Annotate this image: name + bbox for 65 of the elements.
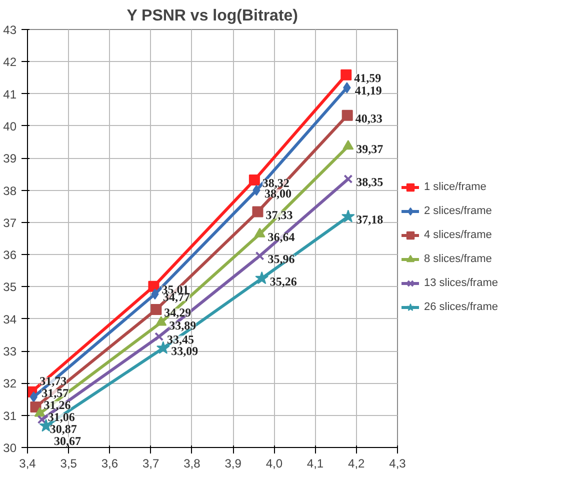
data-label: 33,09 <box>171 344 198 358</box>
data-label: 31,57 <box>42 386 69 400</box>
x-tick-label: 4,3 <box>389 456 406 470</box>
y-tick-label: 33 <box>3 344 17 359</box>
x-tick-label: 3,5 <box>60 456 78 470</box>
point <box>255 271 269 284</box>
data-label: 36,64 <box>268 230 295 244</box>
x-tick-label: 3,8 <box>184 456 201 470</box>
x-tick-label: 3,7 <box>142 456 160 470</box>
data-label: 37,33 <box>266 208 293 222</box>
y-tick-label: 42 <box>3 55 17 70</box>
data-label: 35,96 <box>268 252 295 266</box>
point <box>342 110 353 121</box>
y-tick-label: 31 <box>3 408 17 423</box>
y-tick-label: 36 <box>3 248 17 262</box>
x-tick-label: 4,2 <box>348 456 366 470</box>
data-label: 31,73 <box>40 374 67 388</box>
y-tick-label: 39 <box>3 152 17 166</box>
point <box>340 69 352 80</box>
legend-label: 1 slice/frame <box>424 181 486 193</box>
y-tick-label: 41 <box>3 87 17 102</box>
data-label: 30,67 <box>54 434 81 448</box>
data-label: 39,37 <box>356 142 384 156</box>
point <box>34 407 46 417</box>
y-tick-label: 35 <box>3 280 17 294</box>
data-label: 41,59 <box>354 70 382 85</box>
y-tick-label: 37 <box>3 216 17 230</box>
legend-label: 4 slices/frame <box>424 229 492 241</box>
data-label: 31,26 <box>44 398 71 412</box>
point <box>255 251 264 260</box>
point <box>37 414 46 424</box>
y-tick-label: 38 <box>3 184 17 198</box>
legend-label: 2 slices/frame <box>424 205 492 217</box>
data-label: 35,26 <box>270 274 297 288</box>
data-label: 31,06 <box>48 410 75 424</box>
point <box>248 174 260 186</box>
y-tick-label: 32 <box>3 376 17 391</box>
data-label: 33,89 <box>169 318 196 332</box>
point <box>342 140 354 150</box>
data-label: 30,87 <box>50 422 77 436</box>
point <box>341 210 355 222</box>
x-tick-label: 3,4 <box>19 456 36 470</box>
y-tick-label: 30 <box>3 441 17 455</box>
y-tick-label: 43 <box>3 23 17 37</box>
data-label: 38,35 <box>356 175 384 190</box>
point <box>344 174 353 184</box>
x-tick-label: 4,1 <box>306 456 324 470</box>
x-tick-label: 3,9 <box>224 456 242 470</box>
x-tick-label: 3,6 <box>101 456 118 470</box>
legend-label: 26 slices/frame <box>424 301 498 313</box>
point <box>254 228 266 238</box>
point <box>154 332 164 342</box>
data-label: 41,19 <box>354 84 382 98</box>
data-label: 40,33 <box>355 111 382 126</box>
data-label: 37,18 <box>356 212 384 227</box>
y-tick-label: 40 <box>3 119 17 134</box>
data-label: 34,29 <box>164 306 192 320</box>
legend-label: 8 slices/frame <box>424 253 492 265</box>
point <box>252 206 264 218</box>
legend-label: 13 slices/frame <box>424 277 498 289</box>
data-label: 33,45 <box>167 332 194 347</box>
point <box>150 304 162 316</box>
y-tick-label: 34 <box>3 312 17 326</box>
chart-title: Y PSNR vs log(Bitrate) <box>126 8 298 24</box>
x-tick-label: 4,0 <box>266 456 283 470</box>
